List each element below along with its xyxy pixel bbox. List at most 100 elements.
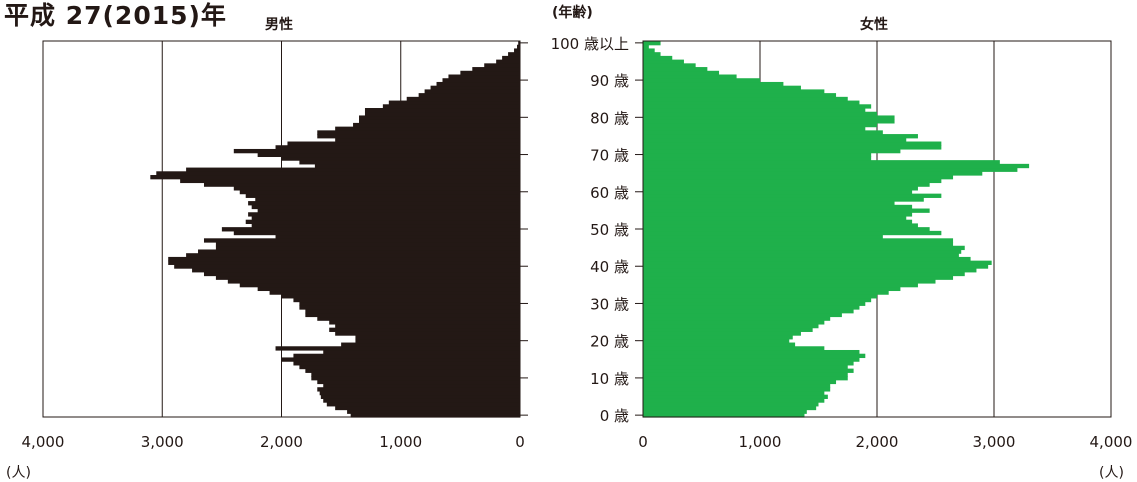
male-bar xyxy=(251,204,520,210)
female-bar xyxy=(643,81,784,87)
male-bar xyxy=(255,197,520,202)
male-bar xyxy=(293,361,520,366)
male-bar xyxy=(424,89,520,94)
male-bar xyxy=(320,394,520,399)
female-bar xyxy=(643,130,883,135)
male-unit-label: (人) xyxy=(6,465,31,481)
male-bar xyxy=(305,309,520,314)
male-bar xyxy=(248,212,521,217)
female-bar xyxy=(643,208,930,213)
female-bar xyxy=(643,286,901,292)
male-bar xyxy=(359,115,520,120)
female-bar xyxy=(643,316,831,321)
male-bar xyxy=(180,178,520,184)
female-bar xyxy=(643,405,817,411)
female-bars xyxy=(643,41,1030,418)
female-bar xyxy=(643,357,860,362)
female-bar xyxy=(643,312,842,318)
age-tick-label: 20 歳 xyxy=(590,333,629,351)
male-bar xyxy=(281,357,520,362)
female-bar xyxy=(643,175,954,180)
male-bar xyxy=(257,152,520,158)
female-bar xyxy=(643,234,883,239)
male-bar xyxy=(299,301,520,306)
age-tick-label: 10 歳 xyxy=(590,370,629,388)
female-bar xyxy=(643,93,837,98)
x-tick-label: 3,000 xyxy=(973,433,1016,451)
age-tick-label: 60 歳 xyxy=(590,184,629,202)
female-bar xyxy=(643,387,831,392)
female-bar xyxy=(643,223,918,228)
female-panel-label: 女性 xyxy=(860,17,888,33)
male-panel-label: 男性 xyxy=(265,17,293,33)
female-bar xyxy=(643,409,807,414)
female-bar xyxy=(643,264,989,269)
female-bar xyxy=(643,390,825,396)
male-bar xyxy=(293,353,520,359)
male-bar xyxy=(245,193,520,198)
age-tick-label: 70 歳 xyxy=(590,147,629,165)
male-bar xyxy=(388,100,520,105)
male-bar xyxy=(156,171,520,176)
female-bar xyxy=(643,271,965,277)
female-bar xyxy=(643,256,971,262)
female-bar xyxy=(643,353,866,359)
female-bar xyxy=(643,126,866,131)
female-bar xyxy=(643,167,1018,172)
female-bar xyxy=(643,230,942,236)
male-bar xyxy=(329,320,520,325)
male-bar xyxy=(299,160,520,165)
female-bar xyxy=(643,55,673,61)
male-bar xyxy=(186,167,520,172)
male-bar xyxy=(514,48,520,53)
female-bar xyxy=(643,212,913,217)
male-bar xyxy=(317,316,520,321)
x-tick-label: 2,000 xyxy=(260,433,303,451)
male-bar xyxy=(257,286,520,292)
female-bar xyxy=(643,52,661,57)
male-bar xyxy=(430,85,520,90)
male-bar xyxy=(502,55,520,61)
male-bar xyxy=(203,182,521,187)
male-bar xyxy=(233,186,521,191)
female-bar xyxy=(643,268,977,273)
female-bar xyxy=(643,331,801,336)
female-bar xyxy=(643,145,942,150)
female-bar xyxy=(643,349,860,355)
female-bar xyxy=(643,398,825,403)
female-bar xyxy=(643,297,872,303)
age-tick-label: 0 歳 xyxy=(600,407,629,425)
male-bar xyxy=(335,137,520,143)
male-bar xyxy=(233,148,521,154)
female-bar xyxy=(643,41,661,46)
female-bar xyxy=(643,338,790,344)
male-bar xyxy=(245,219,520,225)
male-bar xyxy=(314,163,520,169)
female-bar xyxy=(643,305,860,310)
age-tick-label: 100 歳以上 xyxy=(551,35,629,53)
male-bar xyxy=(275,234,520,239)
female-unit-label: (人) xyxy=(1099,465,1124,481)
female-bar xyxy=(643,227,930,232)
female-bar xyxy=(643,275,954,280)
female-bar xyxy=(643,301,866,306)
male-bar xyxy=(317,379,520,385)
female-bar xyxy=(643,215,907,221)
male-bar xyxy=(293,297,520,303)
male-bar xyxy=(323,349,520,355)
female-bar xyxy=(643,160,1000,165)
male-bar xyxy=(364,111,520,117)
female-bar xyxy=(643,100,860,105)
female-bar xyxy=(643,309,854,314)
x-tick-label: 0 xyxy=(515,433,525,451)
male-bar xyxy=(215,275,520,280)
age-tick-label: 30 歳 xyxy=(590,295,629,313)
male-bar xyxy=(287,141,520,146)
male-bar xyxy=(299,364,520,370)
male-bar xyxy=(305,368,520,373)
male-bar xyxy=(281,156,520,161)
male-bar xyxy=(198,249,520,254)
female-bar xyxy=(643,376,848,381)
female-bar xyxy=(643,137,907,143)
